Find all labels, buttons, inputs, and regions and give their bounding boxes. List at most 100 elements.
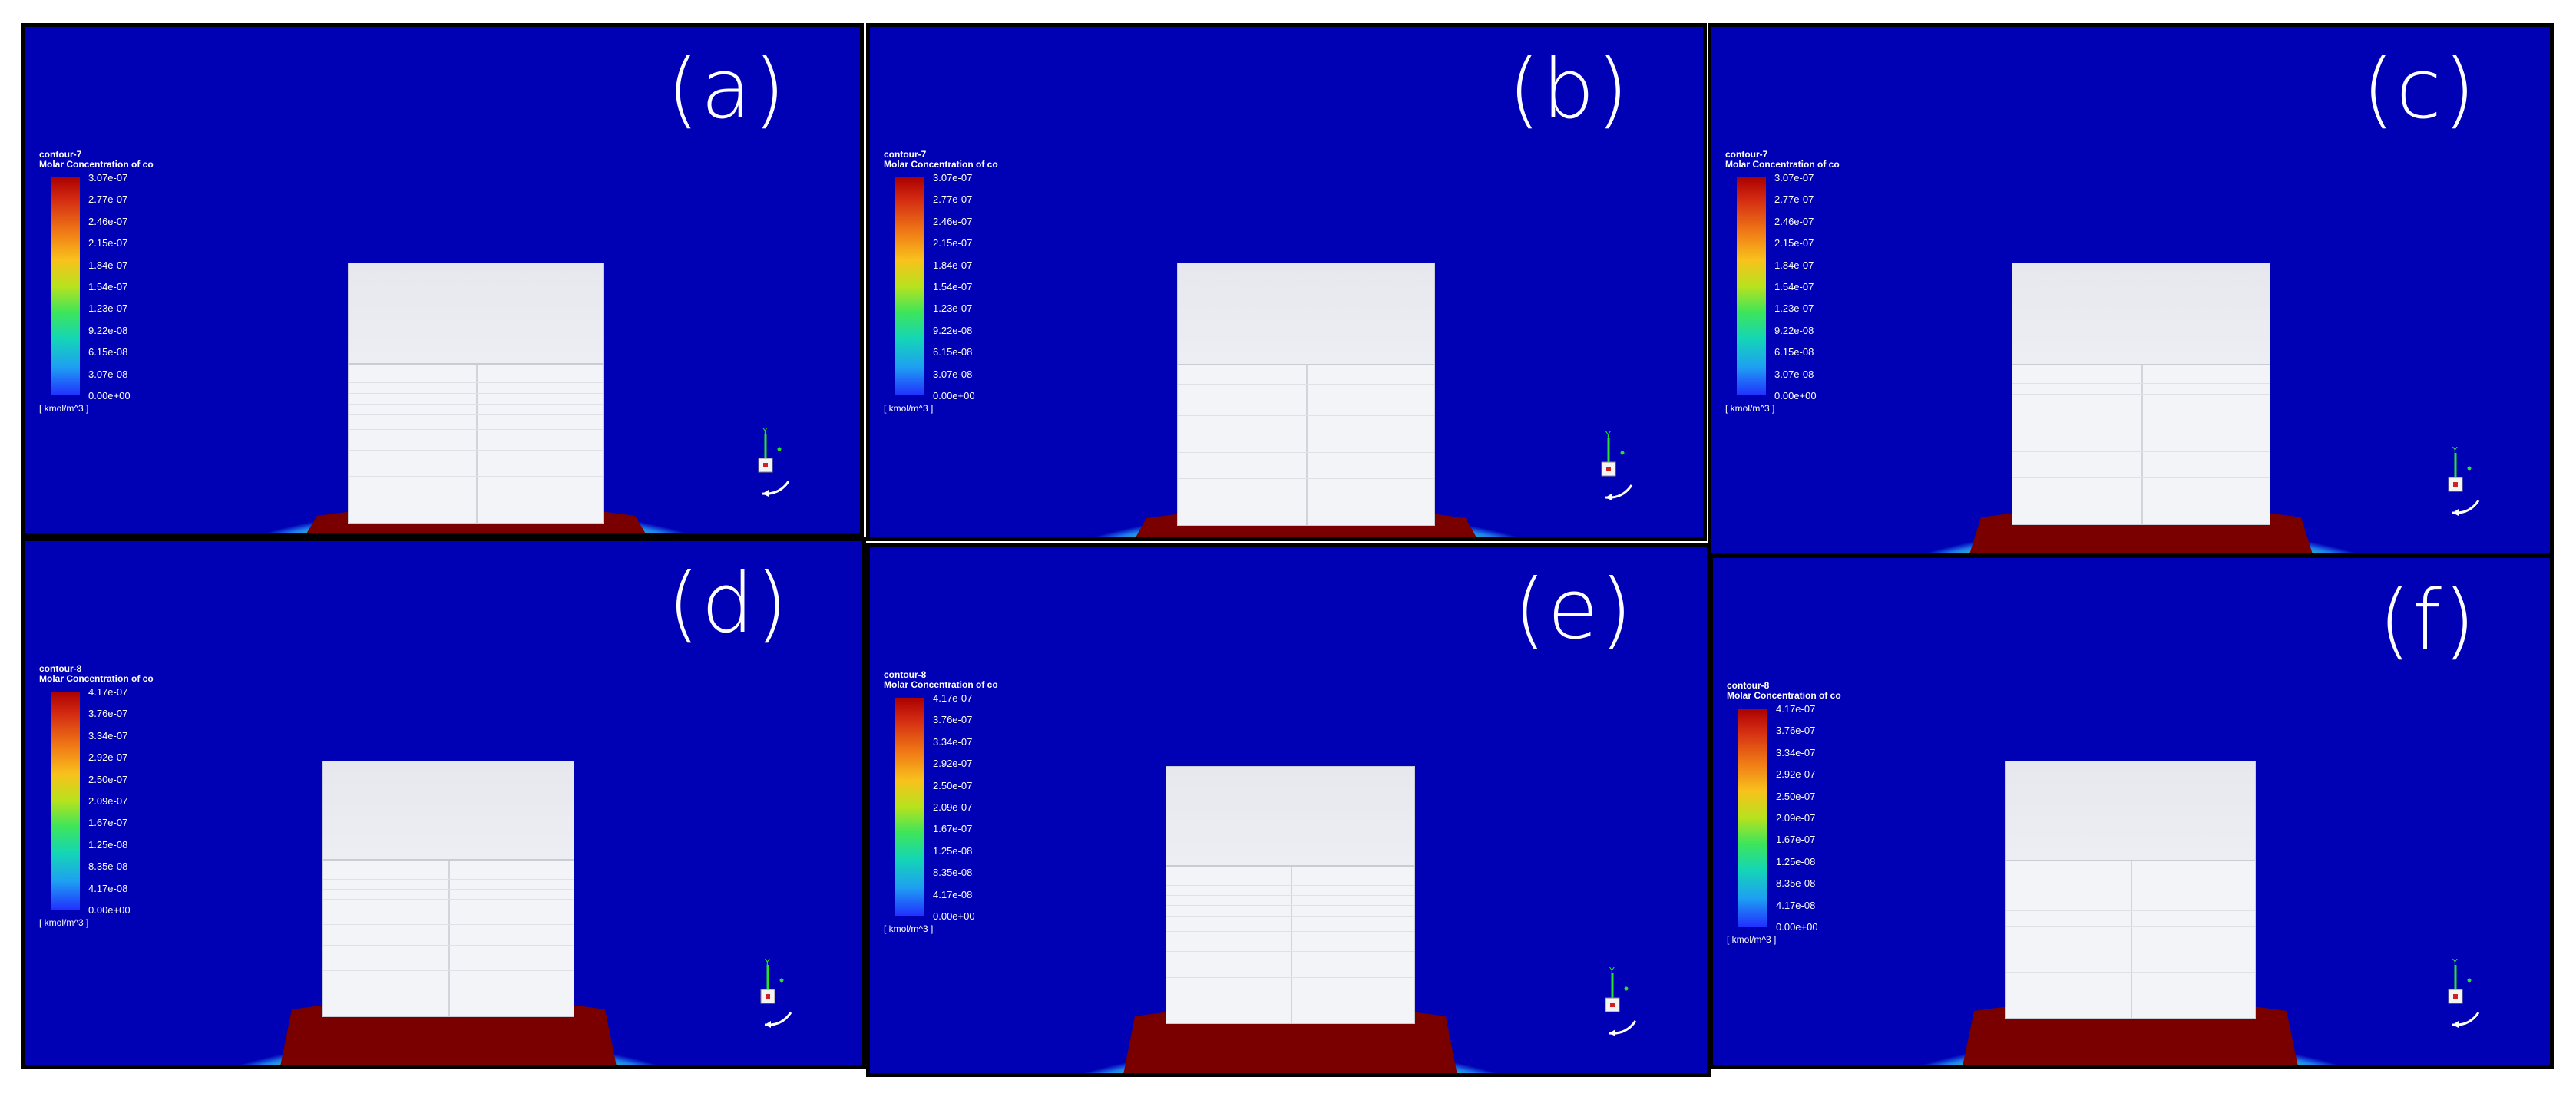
legend-tick-label: 2.46e-07	[88, 215, 128, 227]
legend-body: 3.07e-07 2.77e-07 2.46e-07 2.15e-07 1.84e-07…	[39, 173, 193, 401]
legend-tick-label: 4.17e-08	[88, 882, 128, 894]
color-legend: contour-7 Molar Concentration of co 3.07e-…	[39, 150, 193, 415]
building-roof	[2012, 263, 2270, 365]
building-divider	[448, 861, 450, 1016]
building-roof	[349, 263, 603, 365]
legend-tick-label: 2.92e-07	[1776, 768, 1816, 781]
legend-body: 4.17e-07 3.76e-07 3.34e-07 2.92e-07 2.50e-07…	[1727, 704, 1880, 932]
legend-tick-label: 0.00e+00	[933, 390, 975, 401]
legend-tick-label: 1.23e-07	[933, 302, 973, 315]
legend-tick-label: 6.15e-08	[88, 346, 128, 358]
legend-unit: [ kmol/m^3 ]	[1725, 403, 1775, 414]
building-grid-line	[1178, 451, 1434, 453]
axis-triad-icon: Y	[760, 957, 792, 1028]
legend-tick-label: 2.92e-07	[933, 758, 973, 770]
building-grid-line	[323, 878, 574, 880]
building-grid-line	[1178, 477, 1434, 479]
building-grid-line	[349, 450, 603, 451]
colorbar	[51, 692, 80, 910]
building-grid-line	[323, 924, 574, 926]
panel-label: (c)	[2362, 41, 2477, 137]
legend-title: contour-7	[1725, 149, 1768, 160]
legend-tick-label: 3.34e-07	[88, 729, 128, 742]
axis-triad-icon: Y	[2448, 445, 2480, 516]
legend-variable: Molar Concentration of co	[884, 159, 998, 170]
legend-tick-label: 3.76e-07	[88, 708, 128, 720]
building-grid-line	[2012, 477, 2270, 478]
building	[1166, 766, 1415, 1024]
building-divider	[476, 364, 478, 523]
building-grid-line	[2012, 451, 2270, 452]
building-grid-line	[349, 382, 603, 384]
contour-panel: (d) contour-8 Molar Concentration of co 4.1…	[21, 537, 866, 1069]
legend-tick-label: 4.17e-08	[933, 888, 973, 900]
building-divider	[1306, 365, 1308, 525]
svg-text:Y: Y	[762, 426, 768, 436]
legend-tick-label: 2.15e-07	[933, 237, 973, 249]
legend-tick-label: 6.15e-08	[933, 346, 973, 358]
building-roof	[1178, 263, 1434, 365]
legend-tick-label: 1.23e-07	[1774, 302, 1814, 315]
legend-body: 3.07e-07 2.77e-07 2.46e-07 2.15e-07 1.84e-07…	[884, 172, 1037, 401]
building-grid-line	[2012, 394, 2270, 395]
legend-unit: [ kmol/m^3 ]	[884, 923, 934, 934]
legend-tick-label: 8.35e-08	[933, 867, 973, 879]
building	[2012, 263, 2270, 525]
legend-tick-label: 2.09e-07	[88, 795, 128, 807]
legend-tick-label: 1.25e-08	[933, 844, 973, 857]
contour-panel: (b) contour-7 Molar Concentration of co 3.0…	[866, 23, 1707, 541]
legend-tick-label: 2.46e-07	[1774, 215, 1814, 227]
svg-text:Y: Y	[1609, 966, 1615, 976]
legend-tick-label: 9.22e-08	[933, 324, 973, 336]
legend-tick-label: 9.22e-08	[88, 324, 128, 336]
legend-tick-label: 1.67e-07	[933, 823, 973, 835]
legend-tick-label: 4.17e-08	[1776, 899, 1816, 911]
building-roof	[1166, 767, 1414, 867]
building-grid-line	[349, 429, 603, 431]
building-grid-line	[1166, 895, 1414, 896]
legend-tick-label: 3.07e-07	[1774, 172, 1814, 183]
legend-tick-label: 4.17e-07	[88, 686, 128, 698]
legend-tick-label: 9.22e-08	[1774, 324, 1814, 336]
legend-variable: Molar Concentration of co	[1725, 159, 1840, 170]
building-grid-line	[323, 899, 574, 900]
legend-tick-label: 0.00e+00	[1774, 390, 1817, 401]
building-grid-line	[323, 945, 574, 946]
building	[1177, 263, 1435, 526]
svg-text:Y: Y	[764, 957, 770, 967]
building-grid-line	[1166, 930, 1414, 932]
building-grid-line	[349, 414, 603, 415]
panel-label: (b)	[1508, 41, 1630, 137]
legend-tick-label: 1.25e-08	[88, 838, 128, 851]
legend-tick-label: 3.07e-08	[88, 368, 128, 380]
legend-tick-label: 3.07e-07	[933, 172, 973, 183]
legend-tick-label: 0.00e+00	[1776, 921, 1818, 933]
svg-text:Y: Y	[2452, 445, 2458, 455]
axis-triad-icon: Y	[2448, 957, 2480, 1028]
legend-unit: [ kmol/m^3 ]	[39, 403, 89, 414]
building	[2005, 761, 2256, 1019]
colorbar	[1737, 177, 1766, 395]
contour-panel: (f) contour-8 Molar Concentration of co 4.1…	[1709, 554, 2554, 1069]
legend-unit: [ kmol/m^3 ]	[884, 403, 934, 414]
svg-text:Y: Y	[2452, 957, 2458, 967]
building	[322, 761, 574, 1017]
legend-tick-label: 1.84e-07	[1774, 259, 1814, 271]
building-grid-line	[2006, 971, 2255, 973]
color-legend: contour-8 Molar Concentration of co 4.17e-…	[1727, 681, 1880, 946]
contour-panel: (c) contour-7 Molar Concentration of co 3.0…	[1708, 23, 2554, 557]
svg-text:Y: Y	[1605, 430, 1611, 440]
building-grid-line	[1166, 884, 1414, 886]
panel-label: (e)	[1513, 562, 1634, 658]
legend-variable: Molar Concentration of co	[884, 679, 998, 690]
legend-tick-label: 1.84e-07	[88, 259, 128, 271]
legend-tick-label: 4.17e-07	[933, 692, 973, 704]
legend-variable: Molar Concentration of co	[39, 673, 154, 684]
legend-tick-label: 1.54e-07	[1774, 281, 1814, 292]
legend-tick-label: 3.07e-08	[933, 368, 973, 380]
legend-tick-label: 3.76e-07	[933, 714, 973, 726]
building-grid-line	[2006, 910, 2255, 911]
legend-tick-label: 3.34e-07	[1776, 746, 1816, 758]
legend-tick-label: 3.34e-07	[933, 735, 973, 748]
building-grid-line	[1178, 383, 1434, 385]
